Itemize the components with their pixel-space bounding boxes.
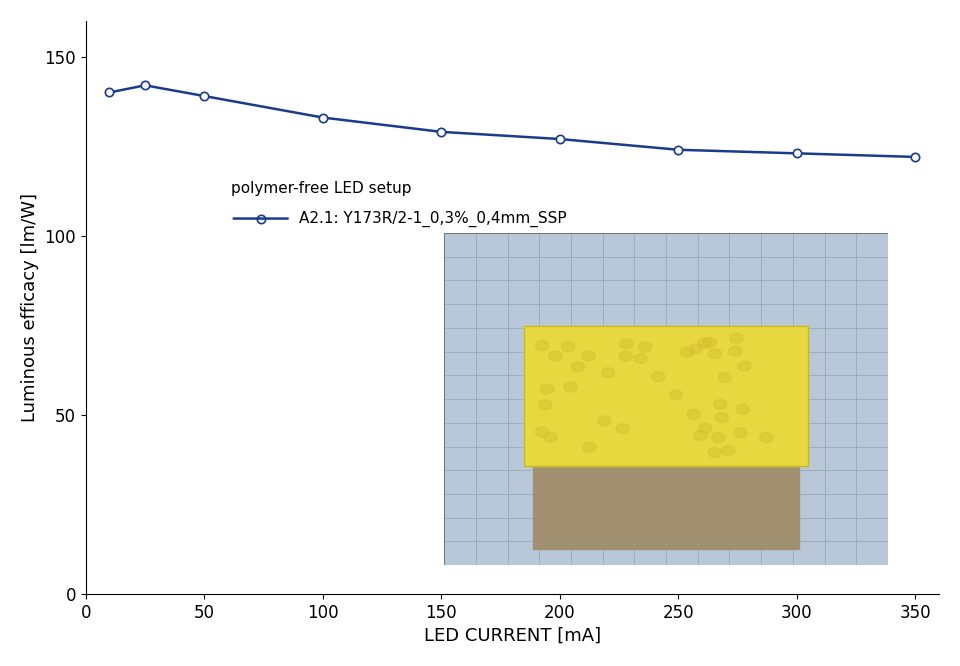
- A2.1: Y173R/2-1_0,3%_0,4mm_SSP: (50, 139): Y173R/2-1_0,3%_0,4mm_SSP: (50, 139): [199, 92, 210, 100]
- A2.1: Y173R/2-1_0,3%_0,4mm_SSP: (25, 142): Y173R/2-1_0,3%_0,4mm_SSP: (25, 142): [139, 81, 151, 89]
- Text: polymer-free LED setup: polymer-free LED setup: [230, 181, 411, 196]
- X-axis label: LED CURRENT [mA]: LED CURRENT [mA]: [424, 627, 601, 645]
- A2.1: Y173R/2-1_0,3%_0,4mm_SSP: (350, 122): Y173R/2-1_0,3%_0,4mm_SSP: (350, 122): [910, 153, 922, 161]
- Y-axis label: Luminous efficacy [lm/W]: Luminous efficacy [lm/W]: [21, 193, 38, 422]
- Line: A2.1: Y173R/2-1_0,3%_0,4mm_SSP: A2.1: Y173R/2-1_0,3%_0,4mm_SSP: [106, 81, 920, 161]
- A2.1: Y173R/2-1_0,3%_0,4mm_SSP: (300, 123): Y173R/2-1_0,3%_0,4mm_SSP: (300, 123): [791, 149, 803, 157]
- A2.1: Y173R/2-1_0,3%_0,4mm_SSP: (10, 140): Y173R/2-1_0,3%_0,4mm_SSP: (10, 140): [104, 89, 115, 97]
- A2.1: Y173R/2-1_0,3%_0,4mm_SSP: (200, 127): Y173R/2-1_0,3%_0,4mm_SSP: (200, 127): [554, 135, 565, 143]
- Text: A2.1: Y173R/2-1_0,3%_0,4mm_SSP: A2.1: Y173R/2-1_0,3%_0,4mm_SSP: [300, 210, 566, 226]
- A2.1: Y173R/2-1_0,3%_0,4mm_SSP: (250, 124): Y173R/2-1_0,3%_0,4mm_SSP: (250, 124): [673, 146, 684, 154]
- A2.1: Y173R/2-1_0,3%_0,4mm_SSP: (100, 133): Y173R/2-1_0,3%_0,4mm_SSP: (100, 133): [317, 113, 328, 121]
- A2.1: Y173R/2-1_0,3%_0,4mm_SSP: (150, 129): Y173R/2-1_0,3%_0,4mm_SSP: (150, 129): [436, 128, 447, 136]
